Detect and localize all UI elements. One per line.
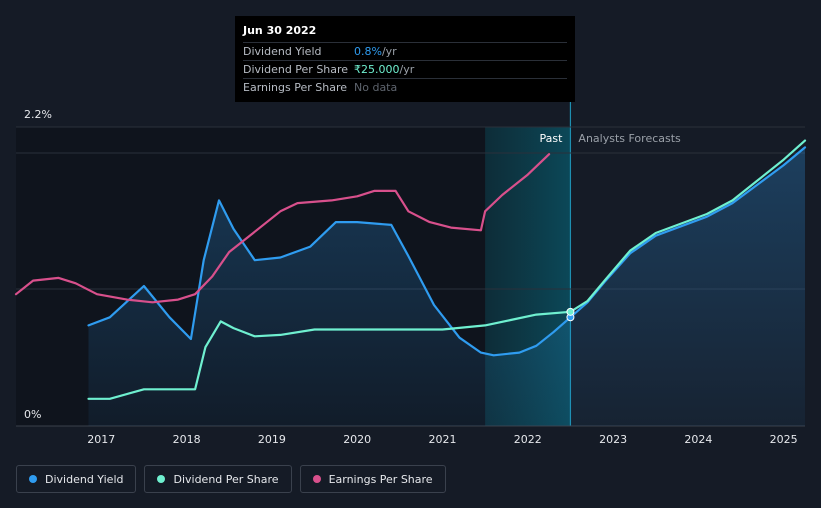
legend-dot-icon [157, 475, 166, 483]
x-tick-label: 2023 [599, 433, 627, 446]
tooltip-row-dividend-per-share: Dividend Per Share ₹25.000 /yr [243, 60, 567, 78]
tooltip-unit: /yr [399, 63, 415, 76]
legend-item-dividend-yield[interactable]: Dividend Yield [16, 465, 137, 493]
tooltip-label: Dividend Yield [243, 45, 322, 58]
region-label-forecast: Analysts Forecasts [578, 132, 681, 145]
legend-label: Dividend Per Share [173, 472, 279, 486]
region-label-past: Past [539, 132, 563, 145]
legend-dot-icon [312, 475, 321, 483]
legend-label: Earnings Per Share [328, 472, 433, 486]
legend: Dividend Yield Dividend Per Share Earnin… [16, 465, 446, 493]
tooltip-row-dividend-yield: Dividend Yield 0.8% /yr [243, 42, 567, 60]
legend-item-earnings-per-share[interactable]: Earnings Per Share [299, 465, 446, 493]
tooltip-label: Dividend Per Share [243, 63, 349, 76]
x-tick-label: 2024 [684, 433, 712, 446]
tooltip-value: 0.8% [354, 45, 382, 58]
series-line-dividend-per-share [87, 139, 807, 400]
y-tick-label: 0% [24, 408, 41, 421]
x-tick-label: 2025 [770, 433, 798, 446]
legend-dot-icon [29, 475, 37, 483]
series-line-dividend-yield [87, 146, 807, 357]
series-area-dividend-yield [88, 147, 805, 426]
tooltip-value: ₹25.000 [354, 63, 400, 76]
marker-dividend-per-share [566, 307, 575, 316]
x-tick-label: 2022 [514, 433, 542, 446]
x-tick-label: 2021 [428, 433, 456, 446]
series-line-earnings-per-share [14, 153, 551, 304]
tooltip-unit: /yr [381, 45, 397, 58]
legend-item-dividend-per-share[interactable]: Dividend Per Share [144, 465, 292, 493]
tooltip-value: No data [354, 81, 398, 94]
y-tick-label: 2.2% [24, 108, 52, 121]
x-tick-label: 2020 [343, 433, 371, 446]
x-tick-label: 2019 [258, 433, 286, 446]
x-tick-label: 2017 [87, 433, 115, 446]
x-tick-label: 2018 [173, 433, 201, 446]
legend-label: Dividend Yield [45, 472, 124, 486]
tooltip: Jun 30 2022 Dividend Yield 0.8% /yr Divi… [235, 16, 575, 102]
tooltip-date: Jun 30 2022 [243, 24, 317, 37]
tooltip-row-earnings-per-share: Earnings Per Share No data [243, 78, 567, 96]
tooltip-label: Earnings Per Share [243, 81, 348, 94]
